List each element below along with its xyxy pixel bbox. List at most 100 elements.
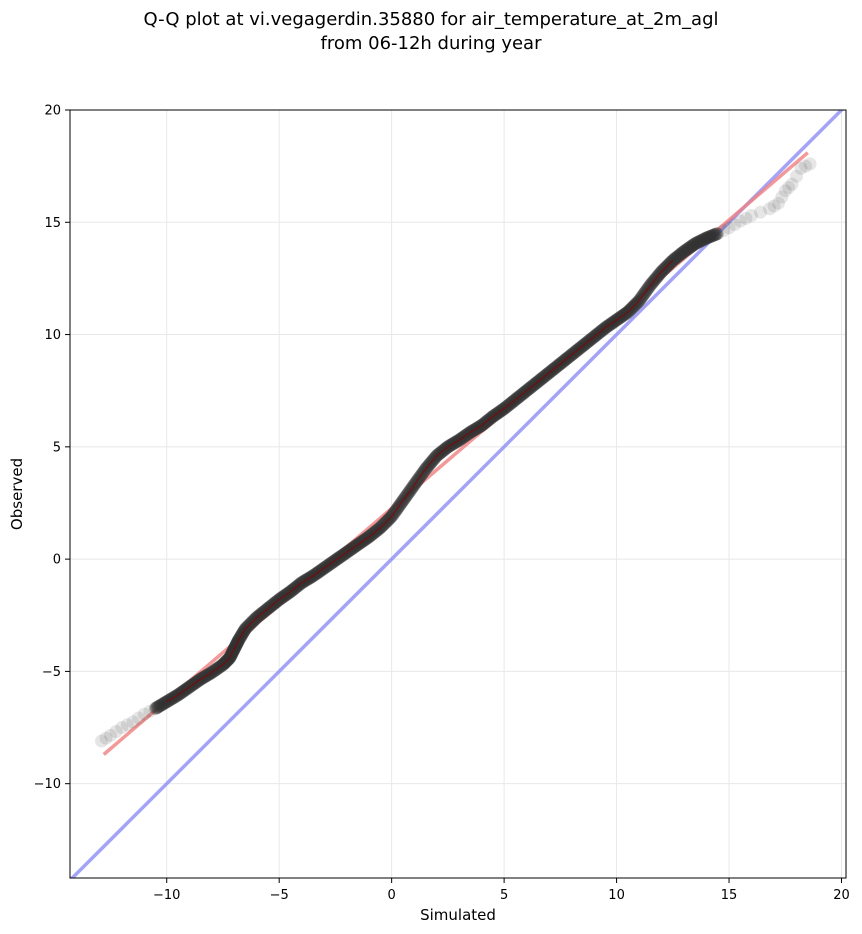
x-tick-label: 0 <box>388 888 396 903</box>
qq-point <box>722 221 736 235</box>
qq-point <box>680 242 694 256</box>
qq-point <box>799 159 813 173</box>
qq-point <box>704 229 718 243</box>
qq-point <box>697 232 711 246</box>
qq-point <box>682 241 696 255</box>
qq-point <box>677 244 691 258</box>
qq-point <box>670 250 684 264</box>
qq-point <box>700 231 714 245</box>
y-tick-label: 0 <box>53 553 61 568</box>
qq-point <box>739 211 753 225</box>
qq-point <box>94 734 108 748</box>
qq-point <box>778 184 792 198</box>
y-tick-label: −5 <box>42 665 61 680</box>
qq-point <box>745 209 759 223</box>
qq-point <box>704 229 718 243</box>
qq-point <box>700 231 714 245</box>
qq-point <box>685 239 699 253</box>
qq-point <box>150 700 164 714</box>
chart-title: Q-Q plot at vi.vegagerdin.35880 for air_… <box>0 8 862 56</box>
qq-point <box>154 698 168 712</box>
y-tick-label: 15 <box>44 216 61 231</box>
y-tick-label: 20 <box>44 104 61 119</box>
qq-point <box>763 202 777 216</box>
qq-point <box>690 236 704 250</box>
qq-point <box>149 701 163 715</box>
qq-point <box>694 234 708 248</box>
qq-point <box>733 214 747 228</box>
qq-point <box>696 233 710 247</box>
qq-point <box>703 230 717 244</box>
qq-point <box>675 246 689 260</box>
qq-point <box>692 235 706 249</box>
qq-point <box>156 697 170 711</box>
qq-point <box>708 227 722 241</box>
axis-ticks: −10 −5 0 5 10 15 20 −10 −5 0 5 10 15 20 <box>34 104 850 904</box>
x-tick-label: 10 <box>608 888 625 903</box>
qq-point <box>152 700 166 714</box>
qq-point <box>695 233 709 247</box>
qq-point <box>710 227 724 241</box>
qq-point <box>152 699 166 713</box>
qq-point <box>688 237 702 251</box>
quantile-core-line <box>166 259 674 703</box>
x-axis-label: Simulated <box>420 906 496 924</box>
qq-point <box>675 246 689 260</box>
qq-point <box>153 699 167 713</box>
qq-point <box>115 721 129 735</box>
qq-point <box>678 244 692 258</box>
qq-point <box>109 724 123 738</box>
qq-point <box>99 731 113 745</box>
qq-point <box>151 700 165 714</box>
qq-point <box>148 701 162 715</box>
fit-line <box>102 151 809 756</box>
y-tick-label: 10 <box>44 328 61 343</box>
qq-point <box>155 698 169 712</box>
qq-point <box>782 180 796 194</box>
qq-point <box>683 240 697 254</box>
qq-point <box>671 250 685 264</box>
qq-point <box>716 224 730 238</box>
qq-point <box>803 157 817 171</box>
qq-point <box>688 237 701 251</box>
qq-point <box>693 234 707 248</box>
qq-point <box>671 249 685 263</box>
qq-point <box>785 177 799 191</box>
qq-point <box>701 230 715 244</box>
qq-point <box>158 696 172 710</box>
qq-point <box>708 228 722 242</box>
plot-area <box>70 110 844 878</box>
qq-point <box>696 233 710 247</box>
qq-point <box>698 232 712 246</box>
x-tick-label: 20 <box>833 888 850 903</box>
qq-point <box>157 696 171 710</box>
qq-point <box>706 228 720 242</box>
x-tick-label: 15 <box>721 888 738 903</box>
qq-point <box>691 235 705 249</box>
y-tick-label: −10 <box>34 777 61 792</box>
qq-point <box>143 704 157 718</box>
qq-point <box>767 199 781 213</box>
qq-point <box>137 707 151 721</box>
qq-point <box>775 190 789 204</box>
qq-point <box>673 248 687 262</box>
chart-title-line-1: Q-Q plot at vi.vegagerdin.35880 for air_… <box>143 9 719 30</box>
qq-point <box>707 228 721 242</box>
qq-point <box>699 231 713 245</box>
qq-point <box>692 235 706 249</box>
qq-point <box>702 230 716 244</box>
qq-point <box>672 248 686 262</box>
qq-point <box>674 247 688 261</box>
qq-point <box>754 205 768 219</box>
qq-point <box>794 161 808 175</box>
qq-point <box>683 241 697 255</box>
qq-point <box>157 697 171 711</box>
x-tick-label: −5 <box>270 888 289 903</box>
qq-point <box>681 242 695 256</box>
identity-line <box>70 110 844 878</box>
qq-point <box>120 718 134 732</box>
x-tick-label: −10 <box>153 888 180 903</box>
qq-point <box>159 695 173 709</box>
qq-point <box>679 243 693 257</box>
